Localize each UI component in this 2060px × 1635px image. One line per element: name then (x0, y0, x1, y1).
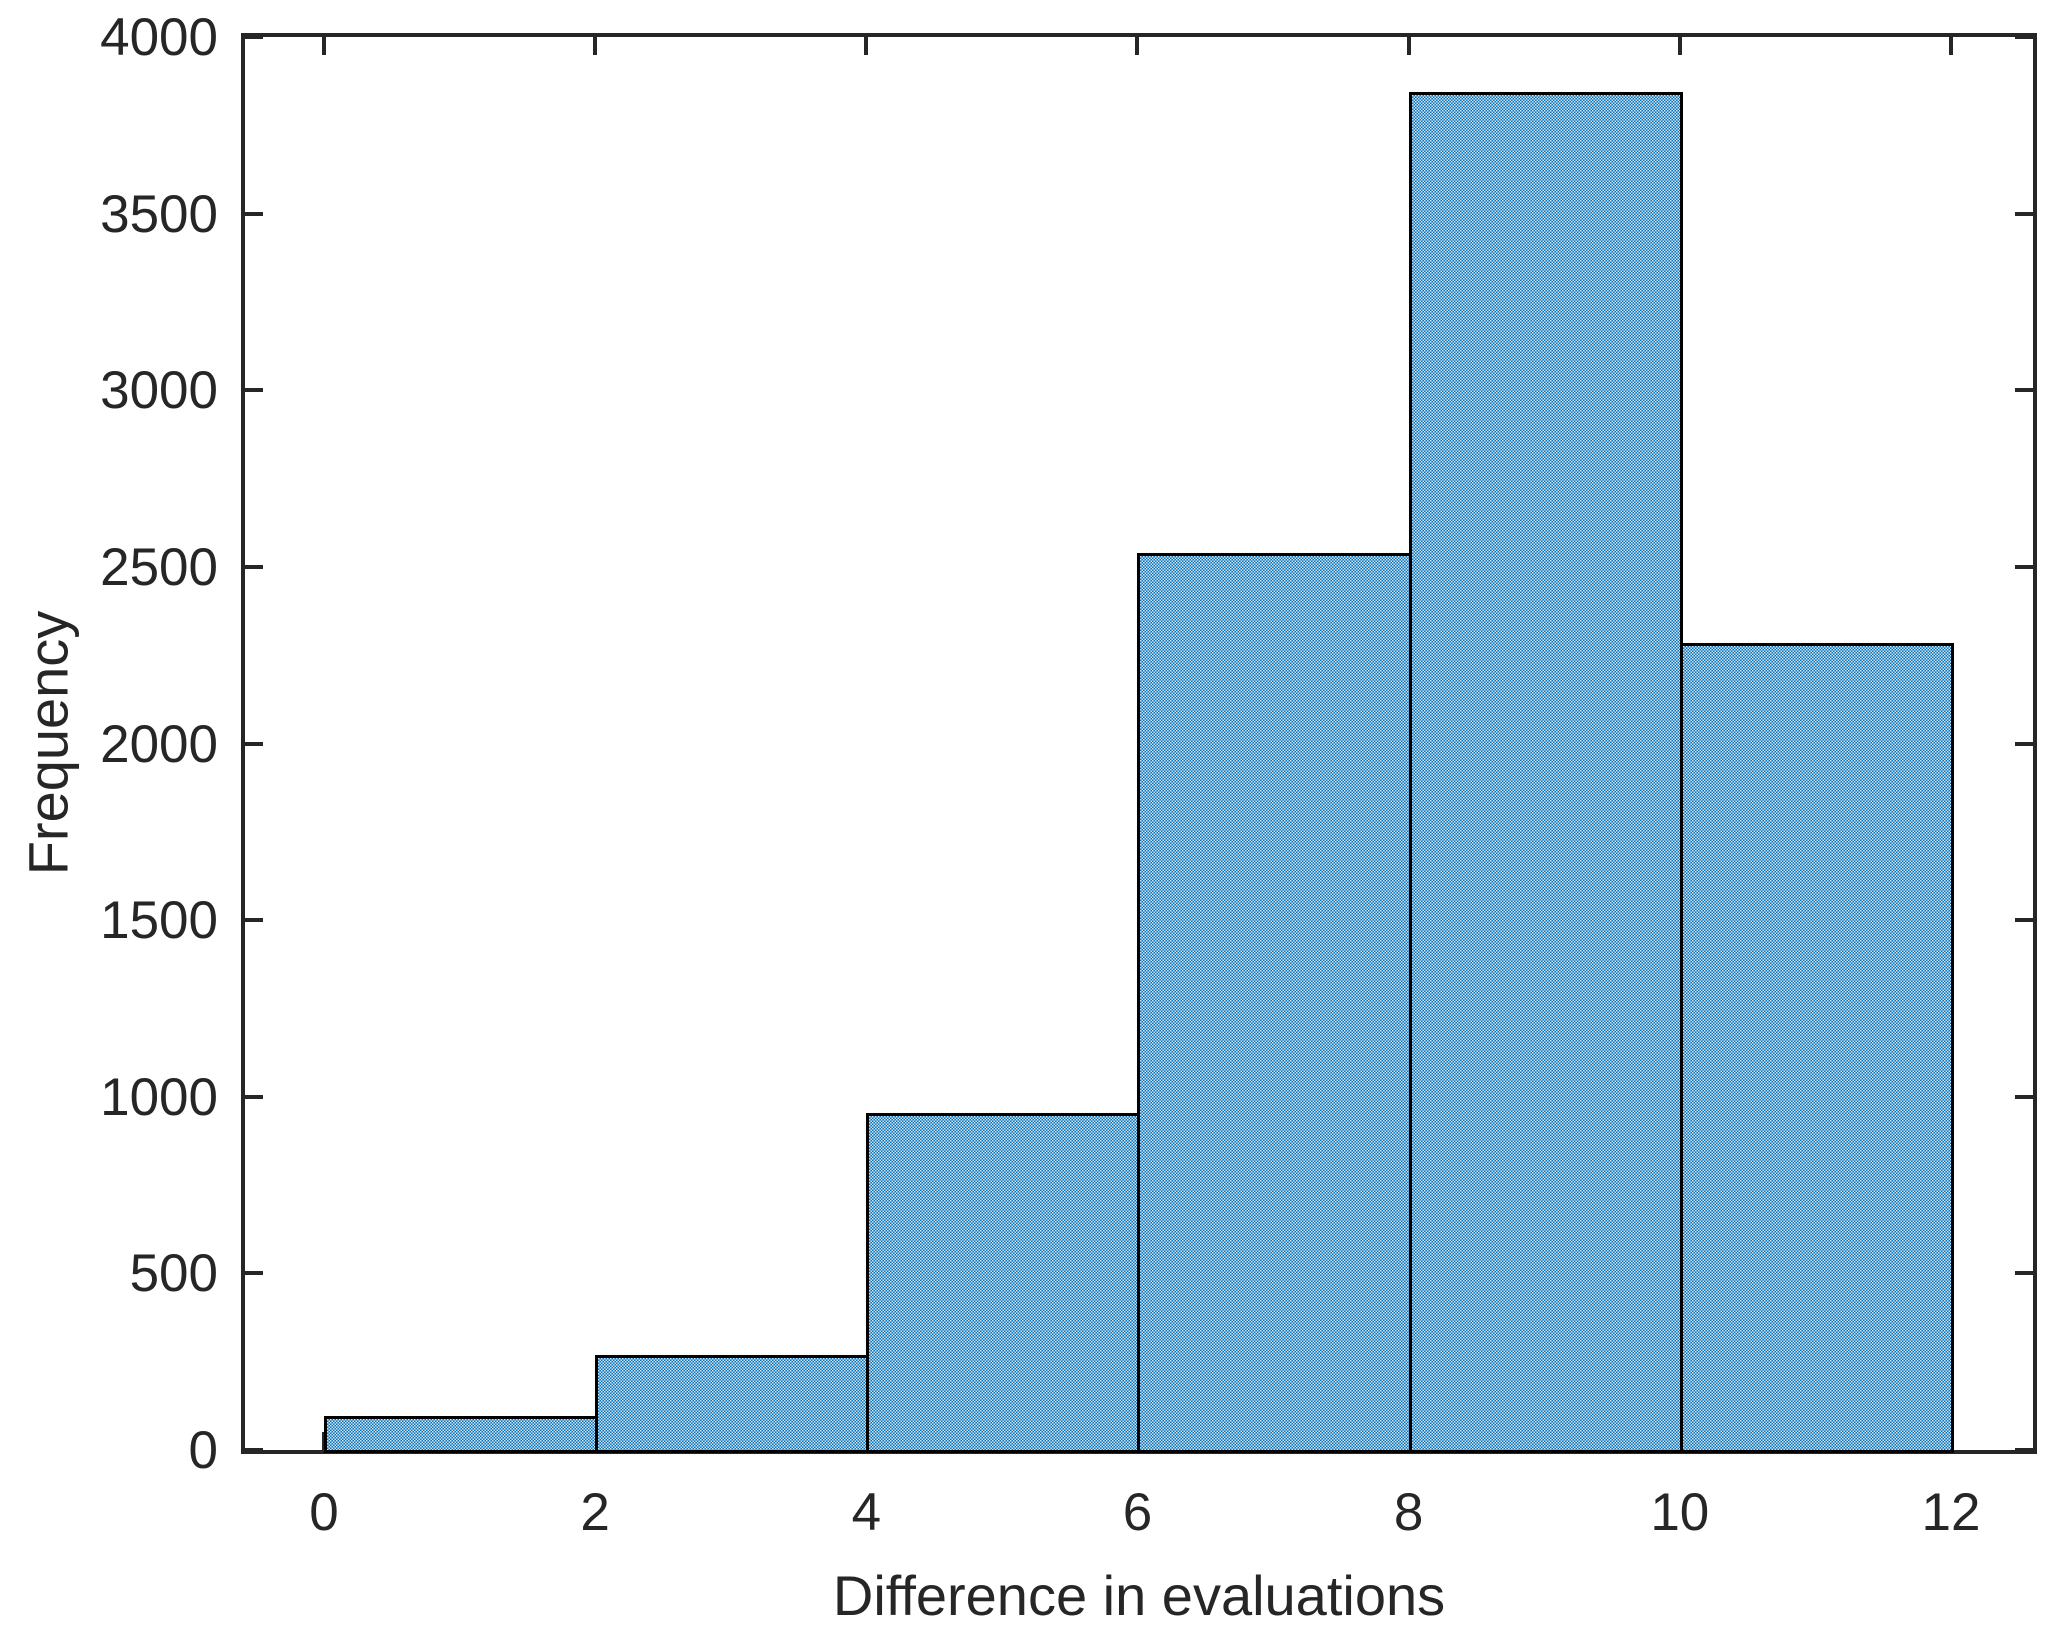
y-axis-tick (2015, 1448, 2033, 1452)
y-axis-tick (2015, 741, 2033, 746)
y-tick-label: 1500 (100, 891, 218, 951)
y-tick-label: 500 (129, 1244, 218, 1304)
y-axis-tick (245, 918, 263, 923)
y-axis-tick (245, 1448, 263, 1452)
y-axis-tick (2015, 1271, 2033, 1276)
y-axis-tick (245, 388, 263, 393)
y-axis-tick (2015, 211, 2033, 216)
y-axis-tick (245, 741, 263, 746)
x-tick-label: 12 (1921, 1483, 1981, 1542)
x-tick-label: 2 (580, 1483, 610, 1542)
x-tick-label: 0 (309, 1483, 339, 1542)
x-axis-tick (1406, 37, 1411, 55)
x-axis-tick (864, 37, 869, 55)
y-tick-label: 3500 (100, 184, 218, 244)
y-axis-tick (245, 564, 263, 569)
plot-area (241, 33, 2037, 1454)
x-tick-label: 4 (851, 1483, 882, 1542)
x-axis-tick (322, 37, 326, 55)
y-axis-tick (245, 1271, 263, 1276)
y-tick-label: 0 (188, 1421, 218, 1480)
histogram-bar (595, 1354, 870, 1453)
histogram-bar (324, 1416, 599, 1453)
histogram-bar (866, 1112, 1141, 1453)
histogram-bar (1679, 642, 1954, 1453)
x-axis-tick (1948, 37, 1953, 55)
y-tick-label: 2500 (100, 537, 218, 597)
x-axis-tick (1135, 37, 1140, 55)
x-axis-tick (1677, 37, 1682, 55)
y-axis-tick (2015, 388, 2033, 393)
y-axis-label: Frequency (16, 610, 80, 876)
y-axis-tick (2015, 1094, 2033, 1099)
y-tick-label: 3000 (100, 361, 218, 421)
x-tick-label: 8 (1393, 1483, 1424, 1542)
y-axis-tick (245, 1094, 263, 1099)
y-axis-tick (2015, 918, 2033, 923)
histogram-bar (1408, 91, 1683, 1453)
y-axis-tick (245, 211, 263, 216)
y-axis-tick (245, 35, 263, 39)
x-tick-label: 6 (1122, 1483, 1153, 1542)
y-tick-label: 4000 (100, 8, 218, 67)
y-axis-tick (2015, 35, 2033, 39)
y-tick-label: 2000 (100, 714, 218, 774)
histogram-bar (1137, 552, 1412, 1453)
x-axis-tick (593, 37, 598, 55)
x-tick-label: 10 (1650, 1483, 1710, 1542)
y-tick-label: 1000 (100, 1067, 218, 1127)
x-axis-label: Difference in evaluations (832, 1564, 1446, 1627)
y-axis-tick (2015, 564, 2033, 569)
